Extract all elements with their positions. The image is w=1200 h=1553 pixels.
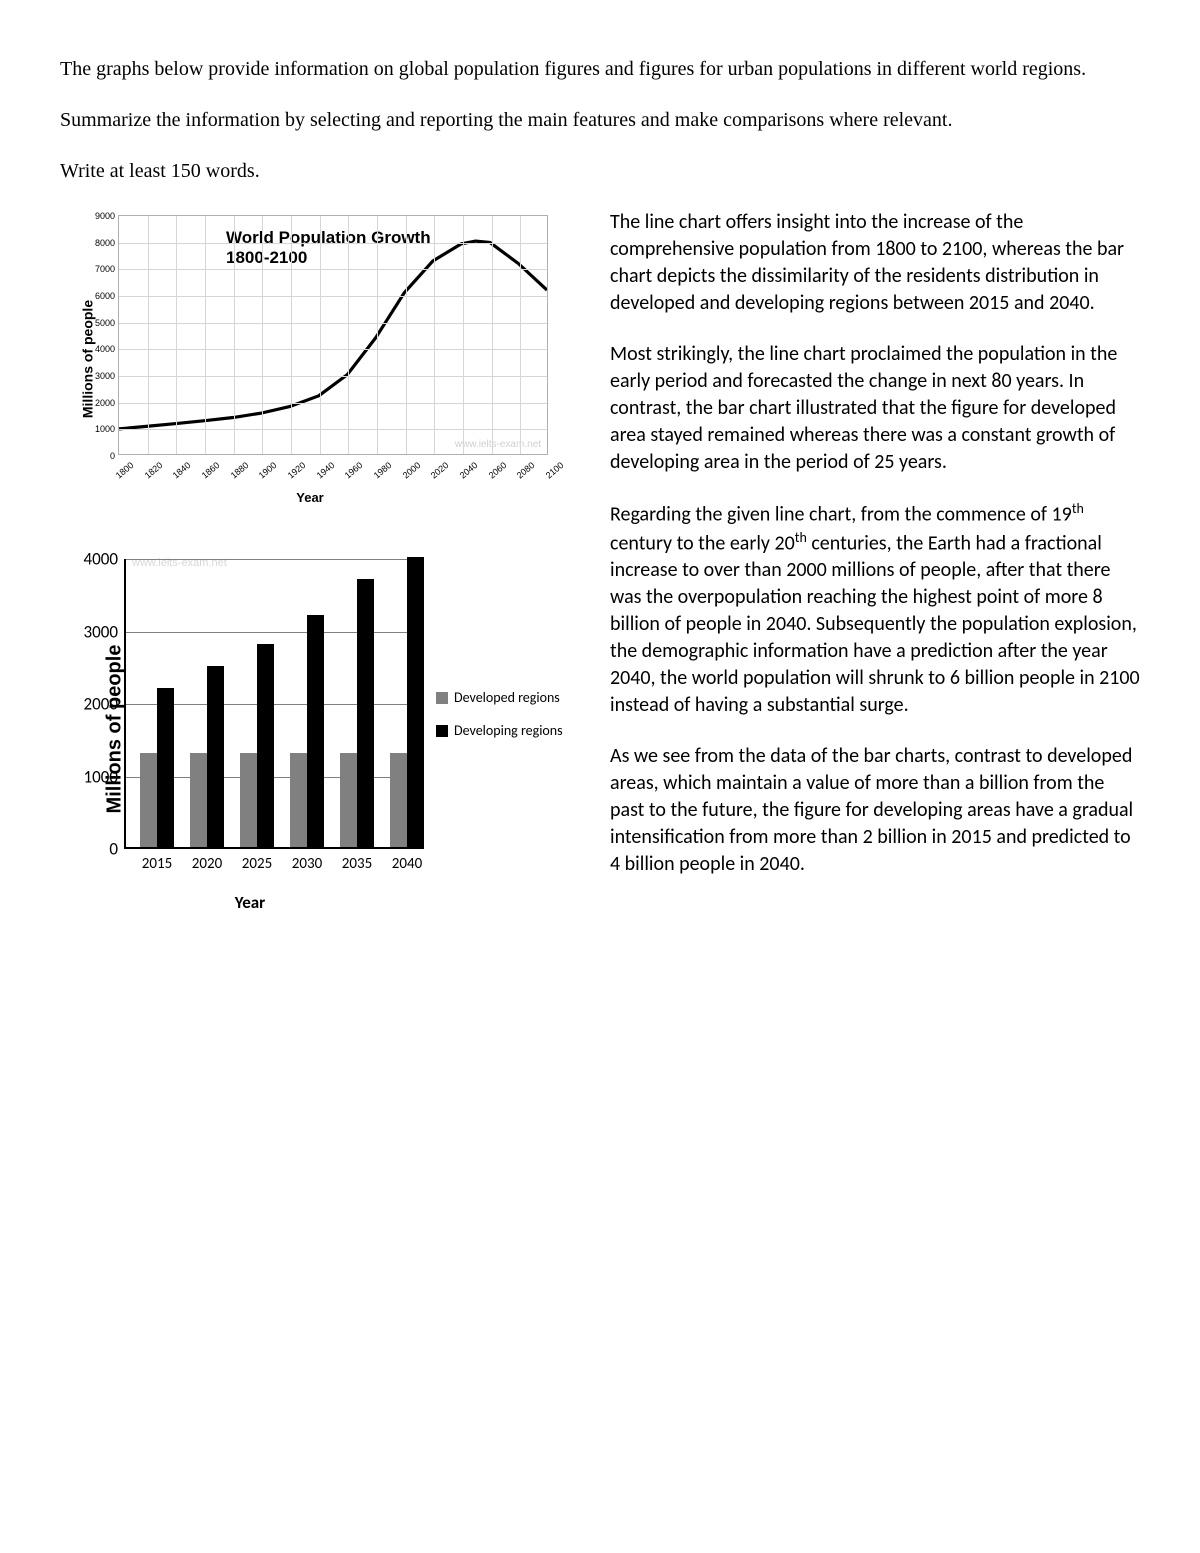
- line-chart-xtick: 1860: [200, 460, 222, 481]
- bar-chart-bar: [340, 753, 357, 847]
- line-chart-xtick: 1960: [343, 460, 365, 481]
- bar-chart-bar: [357, 579, 374, 847]
- bar-chart-xtick: 2015: [142, 855, 172, 873]
- line-chart-xtick: 1920: [286, 460, 308, 481]
- essay-p3-sup-1: th: [1072, 500, 1084, 517]
- line-chart-xtick: 2020: [429, 460, 451, 481]
- bar-chart-bar: [307, 615, 324, 847]
- essay-p3-part-b: century to the early 20: [610, 531, 795, 555]
- legend-label: Developed regions: [454, 689, 560, 706]
- bar-chart-ytick: 1000: [84, 766, 118, 787]
- bar-chart-bar: [257, 644, 274, 847]
- line-chart-xtick: 1820: [142, 460, 164, 481]
- bar-chart-bar: [240, 753, 257, 847]
- legend-label: Developing regions: [454, 722, 563, 739]
- line-chart-ytick: 8000: [95, 238, 115, 248]
- bar-chart-bar: [190, 753, 207, 847]
- line-chart-plot-area: World Population Growth 1800-2100 www.ie…: [118, 215, 548, 455]
- bar-chart-bar: [390, 753, 407, 847]
- line-chart-ytick: 5000: [95, 318, 115, 328]
- line-chart-ytick: 4000: [95, 344, 115, 354]
- bar-chart-ytick: 2000: [84, 694, 118, 715]
- line-chart-xtick: 1900: [257, 460, 279, 481]
- line-chart-xtick: 1840: [171, 460, 193, 481]
- content-row: Millions of people World Population Grow…: [60, 209, 1140, 909]
- essay-column: The line chart offers insight into the i…: [610, 209, 1140, 909]
- bar-chart-ytick: 4000: [84, 549, 118, 570]
- bar-chart-bar: [407, 557, 424, 847]
- bar-chart-xlabel: Year: [235, 892, 265, 913]
- charts-column: Millions of people World Population Grow…: [60, 209, 580, 909]
- essay-paragraph-2: Most strikingly, the line chart proclaim…: [610, 341, 1140, 476]
- essay-paragraph-4: As we see from the data of the bar chart…: [610, 743, 1140, 878]
- bar-chart-bar: [207, 666, 224, 847]
- bar-chart-bar: [157, 688, 174, 848]
- essay-paragraph-1: The line chart offers insight into the i…: [610, 209, 1140, 317]
- line-chart-ytick: 2000: [95, 398, 115, 408]
- bar-chart-bar: [140, 753, 157, 847]
- line-chart-ytick: 9000: [95, 211, 115, 221]
- bar-chart-ytick: 0: [109, 839, 118, 860]
- line-chart-xlabel: Year: [296, 490, 323, 505]
- line-chart-line: [119, 216, 547, 454]
- bar-chart-xtick: 2025: [242, 855, 272, 873]
- line-chart-xtick: 2060: [486, 460, 508, 481]
- intro-paragraph-3: Write at least 150 words.: [60, 158, 1140, 185]
- line-chart-xtick: 1800: [114, 460, 136, 481]
- essay-p3-sup-2: th: [795, 529, 807, 546]
- legend-swatch: [436, 725, 448, 737]
- line-chart: Millions of people World Population Grow…: [60, 209, 560, 509]
- essay-paragraph-3: Regarding the given line chart, from the…: [610, 500, 1140, 719]
- line-chart-xtick: 1940: [314, 460, 336, 481]
- line-chart-ytick: 3000: [95, 371, 115, 381]
- line-chart-xtick: 1880: [228, 460, 250, 481]
- line-chart-watermark: www.ielts-exam.net: [455, 439, 541, 450]
- essay-p3-part-c: centuries, the Earth had a fractional in…: [610, 531, 1140, 717]
- line-chart-xtick: 1980: [372, 460, 394, 481]
- bar-chart: Millions of people www.ielts-exam.net 01…: [60, 549, 580, 909]
- bar-chart-xtick: 2030: [292, 855, 322, 873]
- line-chart-ytick: 1000: [95, 424, 115, 434]
- line-chart-xtick: 2080: [515, 460, 537, 481]
- bar-chart-plot-area: www.ielts-exam.net 010002000300040002015…: [124, 559, 424, 849]
- essay-p3-part-a: Regarding the given line chart, from the…: [610, 503, 1072, 527]
- bar-chart-xtick: 2035: [342, 855, 372, 873]
- bar-chart-legend-item: Developed regions: [436, 689, 563, 706]
- line-chart-xtick: 2000: [400, 460, 422, 481]
- line-chart-ylabel: Millions of people: [80, 300, 96, 418]
- line-chart-xtick: 2100: [544, 460, 566, 481]
- line-chart-ytick: 7000: [95, 264, 115, 274]
- bar-chart-xtick: 2040: [392, 855, 422, 873]
- bar-chart-ytick: 3000: [84, 621, 118, 642]
- line-chart-ytick: 0: [110, 451, 115, 461]
- legend-swatch: [436, 692, 448, 704]
- intro-paragraph-2: Summarize the information by selecting a…: [60, 107, 1140, 134]
- bar-chart-legend-item: Developing regions: [436, 722, 563, 739]
- bar-chart-bar: [290, 753, 307, 847]
- bar-chart-ylabel: Millions of people: [103, 645, 126, 814]
- intro-paragraph-1: The graphs below provide information on …: [60, 56, 1140, 83]
- bar-chart-xtick: 2020: [192, 855, 222, 873]
- bar-chart-legend: Developed regions Developing regions: [436, 689, 563, 755]
- line-chart-ytick: 6000: [95, 291, 115, 301]
- line-chart-xtick: 2040: [458, 460, 480, 481]
